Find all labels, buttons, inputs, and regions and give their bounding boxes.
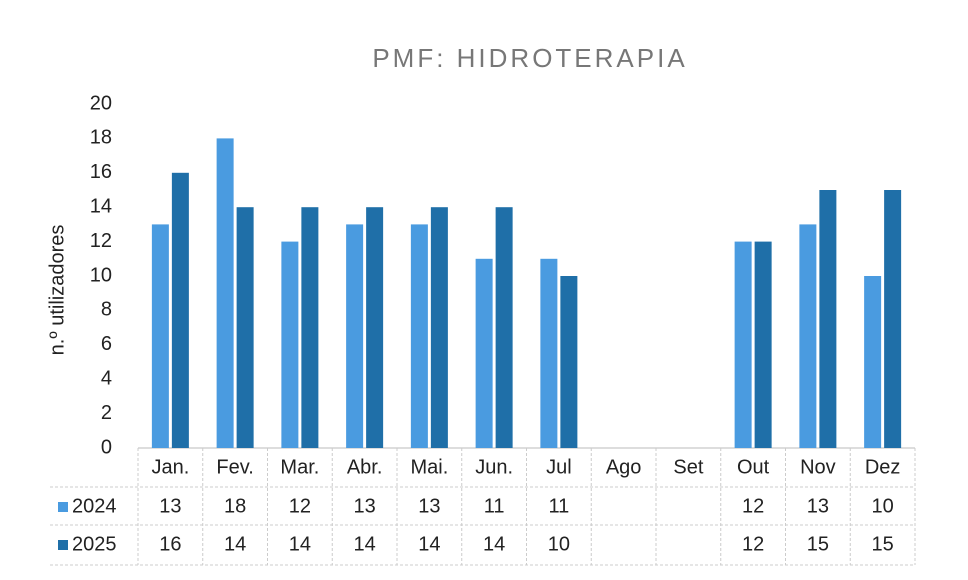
table-value: 15: [807, 533, 829, 555]
y-tick-label: 12: [90, 230, 112, 252]
bar: [171, 172, 189, 449]
table-value: 13: [354, 495, 376, 517]
y-tick-label: 10: [90, 264, 112, 286]
bar: [495, 207, 513, 448]
table-value: 14: [483, 533, 505, 555]
bar: [430, 207, 448, 448]
x-tick-label: Abr.: [347, 456, 383, 478]
bar: [864, 276, 882, 448]
bar: [410, 224, 428, 448]
bar: [281, 241, 299, 448]
legend-label: 2025: [72, 533, 117, 555]
y-tick-label: 16: [90, 161, 112, 183]
y-tick-label: 6: [101, 333, 112, 355]
y-axis-label: n.º utilizadores: [46, 225, 68, 356]
table-value: 14: [418, 533, 440, 555]
bar: [884, 190, 902, 448]
x-tick-label: Out: [737, 456, 770, 478]
x-tick-label: Mar.: [280, 456, 319, 478]
y-tick-label: 20: [90, 92, 112, 114]
bar: [301, 207, 319, 448]
table-value: 14: [224, 533, 246, 555]
x-tick-label: Jan.: [151, 456, 189, 478]
chart-title: PMF: HIDROTERAPIA: [372, 43, 687, 73]
table-value: 12: [742, 533, 764, 555]
bar: [734, 241, 752, 448]
table-value: 18: [224, 495, 246, 517]
table-value: 13: [159, 495, 181, 517]
x-tick-label: Jul: [546, 456, 572, 478]
bar: [754, 241, 772, 448]
legend-swatch: [58, 540, 68, 550]
legend-swatch: [58, 502, 68, 512]
table-value: 11: [548, 495, 569, 517]
y-tick-label: 4: [101, 367, 112, 389]
y-tick-label: 18: [90, 127, 112, 149]
y-tick-label: 0: [101, 436, 112, 458]
bar: [216, 138, 234, 448]
x-tick-label: Mai.: [410, 456, 448, 478]
x-tick-label: Nov: [800, 456, 836, 478]
bar: [819, 190, 837, 448]
y-tick-label: 2: [101, 402, 112, 424]
bar: [151, 224, 169, 448]
bar: [366, 207, 384, 448]
table-value: 14: [289, 533, 311, 555]
table-value: 12: [289, 495, 311, 517]
table-value: 16: [159, 533, 181, 555]
y-tick-label: 14: [90, 195, 112, 217]
table-value: 15: [872, 533, 894, 555]
bar: [560, 276, 578, 448]
table-value: 14: [354, 533, 376, 555]
legend-label: 2024: [72, 495, 117, 517]
table-value: 12: [742, 495, 764, 517]
bar: [540, 258, 558, 448]
x-tick-label: Set: [673, 456, 703, 478]
bar: [475, 258, 493, 448]
table-value: 11: [484, 495, 505, 517]
x-tick-label: Ago: [606, 456, 642, 478]
x-tick-label: Jun.: [475, 456, 513, 478]
table-value: 13: [807, 495, 829, 517]
table-value: 10: [548, 533, 570, 555]
y-tick-label: 8: [101, 299, 112, 321]
x-tick-label: Dez: [865, 456, 901, 478]
bar: [236, 207, 254, 448]
table-value: 10: [872, 495, 894, 517]
bar: [799, 224, 817, 448]
x-tick-label: Fev.: [216, 456, 253, 478]
bar: [346, 224, 364, 448]
table-value: 13: [418, 495, 440, 517]
